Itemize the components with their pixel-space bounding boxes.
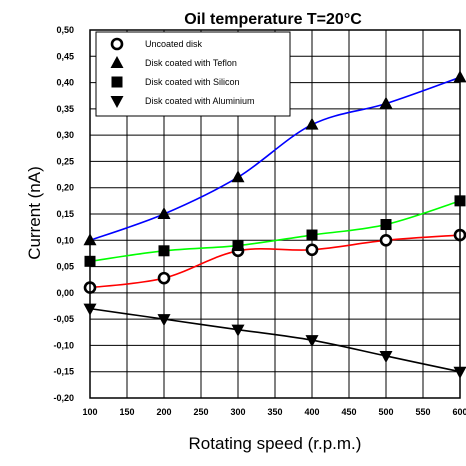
y-tick-label: -0,15: [53, 367, 74, 377]
y-tick-label: 0,25: [56, 156, 74, 166]
x-tick-label: 600: [452, 407, 466, 417]
data-point: [380, 219, 392, 231]
data-point: [305, 243, 319, 257]
x-tick-label: 100: [82, 407, 97, 417]
x-tick-label: 200: [156, 407, 171, 417]
y-tick-label: 0,40: [56, 78, 74, 88]
data-point: [306, 229, 318, 241]
y-tick-label: 0,15: [56, 209, 74, 219]
legend-entry-label: Disk coated with Silicon: [145, 77, 240, 87]
x-tick-label: 500: [378, 407, 393, 417]
data-point: [305, 335, 319, 348]
data-point: [231, 170, 245, 183]
x-axis-label: Rotating speed (r.p.m.): [189, 434, 362, 453]
x-tick-label: 450: [341, 407, 356, 417]
fit-curve: [89, 200, 461, 263]
data-point: [379, 233, 393, 247]
plot-frame: [89, 29, 461, 399]
x-tick-label: 400: [304, 407, 319, 417]
legend-marker: [110, 96, 124, 108]
legend-marker: [110, 56, 124, 68]
data-point: [379, 350, 393, 363]
x-tick-label: 350: [267, 407, 282, 417]
x-tick-label: 550: [415, 407, 430, 417]
data-point: [379, 96, 393, 109]
y-tick-labels: -0,20 -0,15 -0,10 -0,05 0,00 0,05 0,10 0,15 0,20…: [53, 25, 74, 403]
data-point: [157, 271, 171, 285]
legend-marker: [110, 37, 124, 51]
y-tick-label: 0,35: [56, 104, 74, 114]
data-point: [158, 245, 170, 257]
legend-box: [95, 31, 291, 117]
x-tick-label: 250: [193, 407, 208, 417]
data-point: [231, 324, 245, 337]
legend-marker: [111, 76, 123, 88]
legend: Uncoated disk Disk coated with Teflon Disk…: [95, 31, 291, 117]
chart-title: Oil temperature T=20°C: [184, 11, 362, 28]
x-tick-labels: 100 150 200 250 300 350 400 450 500 550 600: [82, 407, 466, 417]
y-tick-label: -0,05: [53, 314, 74, 324]
y-tick-label: -0,10: [53, 340, 74, 350]
y-tick-label: 0,00: [56, 288, 74, 298]
y-tick-label: -0,20: [53, 393, 74, 403]
legend-entry-label: Disk coated with Aluminium: [145, 96, 255, 106]
data-markers: [83, 70, 466, 379]
fit-curve: [89, 307, 461, 373]
x-tick-label: 300: [230, 407, 245, 417]
x-tick-label: 150: [119, 407, 134, 417]
y-tick-label: 0,50: [56, 25, 74, 35]
y-tick-label: 0,20: [56, 183, 74, 193]
legend-entry-label: Disk coated with Teflon: [145, 58, 237, 68]
data-point: [157, 314, 171, 327]
data-point: [232, 240, 244, 252]
fit-curve: [89, 234, 461, 289]
y-axis-label: Current (nA): [25, 166, 44, 260]
y-tick-label: 0,10: [56, 235, 74, 245]
data-point: [305, 117, 319, 130]
y-tick-label: 0,30: [56, 130, 74, 140]
legend-entry-label: Uncoated disk: [145, 39, 203, 49]
data-point: [157, 207, 171, 219]
y-tick-label: 0,45: [56, 51, 74, 61]
y-tick-label: 0,05: [56, 262, 74, 272]
